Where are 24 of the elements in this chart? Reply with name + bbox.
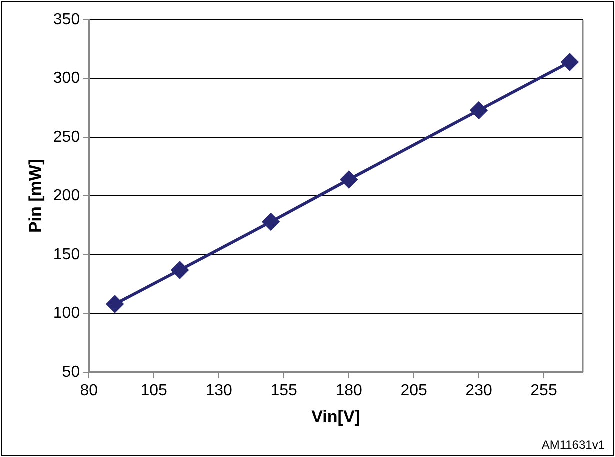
point xyxy=(172,262,189,279)
y-tick-label: 300 xyxy=(53,70,80,88)
point xyxy=(106,296,124,313)
x-tick-label: 105 xyxy=(140,382,168,400)
y-tick-label: 250 xyxy=(53,128,80,146)
x-tick-label: 155 xyxy=(270,382,298,400)
x-tick-label: 130 xyxy=(206,382,233,400)
x-tick-label: 180 xyxy=(336,382,362,400)
point xyxy=(340,171,358,188)
y-tick-label: 100 xyxy=(53,305,80,322)
y-tick-label: 350 xyxy=(53,11,80,28)
y-tick-label: 200 xyxy=(53,188,80,205)
x-tick-label: 80 xyxy=(80,382,98,400)
x-tick-label: 255 xyxy=(530,382,558,400)
x-tick-label: 205 xyxy=(400,382,428,400)
y-tick-label: 50 xyxy=(62,364,80,381)
y-axis-title: Pin [mW] xyxy=(26,159,45,234)
x-axis-title: Vin[V] xyxy=(312,407,360,426)
x-tick-label: 230 xyxy=(466,382,492,400)
point xyxy=(562,54,579,71)
point xyxy=(262,214,280,231)
text: AM11631v1 xyxy=(542,438,605,452)
y-tick-label: 150 xyxy=(53,246,80,264)
point xyxy=(470,102,488,119)
